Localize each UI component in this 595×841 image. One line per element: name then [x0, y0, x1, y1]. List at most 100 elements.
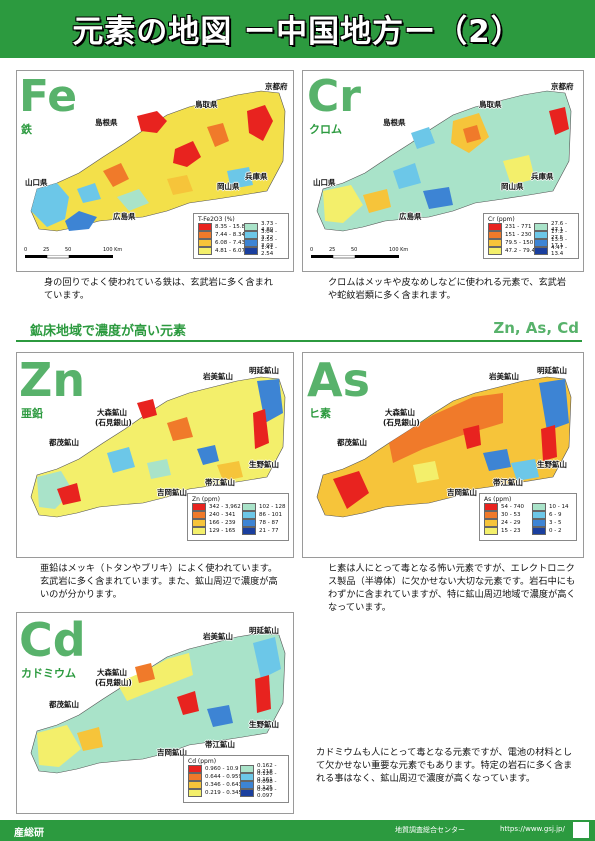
- zn-legend-swatch: [192, 526, 206, 535]
- cd-element-name: カドミウム: [21, 667, 76, 680]
- as-legend-swatch: [532, 510, 546, 519]
- cr-legend-label: 17.2 - 27.5: [551, 228, 567, 241]
- cd-legend-label: 0.098 - 0.125: [257, 778, 277, 791]
- as-legend-swatch: [484, 502, 498, 511]
- footer-bar: [0, 820, 595, 841]
- cr-scale-25: 25: [329, 247, 336, 253]
- cd-legend-title: Cd (ppm): [188, 758, 217, 765]
- zn-place-omori: 大森鉱山: [97, 408, 127, 417]
- fe-scale-bar: [25, 255, 113, 259]
- zn-legend-title: Zn (ppm): [192, 496, 220, 503]
- as-legend-label: 15 - 23: [501, 527, 521, 534]
- cr-legend-swatch: [534, 238, 548, 247]
- fe-legend-label: 4.81 - 6.07: [215, 247, 245, 254]
- cr-legend-swatch: [488, 246, 502, 255]
- as-element-name: ヒ素: [309, 407, 331, 420]
- cd-legend-swatch: [240, 772, 254, 781]
- cd-legend-swatch: [188, 780, 202, 789]
- fe-legend-label: 6.08 - 7.43: [215, 239, 245, 246]
- zn-legend-swatch: [242, 510, 256, 519]
- zn-place-akenobe: 明延鉱山: [249, 366, 279, 375]
- zn-legend-label: 102 - 128: [259, 503, 286, 510]
- cr-place-yamaguchi: 山口県: [313, 178, 336, 187]
- fe-legend-swatch: [244, 238, 258, 247]
- cr-place-tottori: 鳥取県: [479, 100, 502, 109]
- fe-map-panel: Fe 鉄 京都府 鳥取県 島根県 兵庫県 山口県 岡山県 広島県 T-Fe2O3…: [16, 70, 294, 272]
- fe-legend-swatch: [244, 222, 258, 231]
- fe-legend-label: 8.35 - 15.8: [215, 223, 245, 230]
- as-legend-swatch: [532, 502, 546, 511]
- as-legend-swatch: [532, 518, 546, 527]
- cr-legend-swatch: [534, 230, 548, 239]
- cr-place-shimane: 島根県: [383, 118, 406, 127]
- cd-place-tsumo: 都茂鉱山: [49, 700, 79, 709]
- section-elements: Zn, As, Cd: [493, 319, 579, 337]
- footer-organization: 地質調査総合センター: [395, 826, 465, 834]
- zn-legend-swatch: [242, 526, 256, 535]
- cd-legend-swatch: [240, 764, 254, 773]
- zn-legend-label: 166 - 239: [209, 519, 236, 526]
- cr-legend-swatch: [488, 222, 502, 231]
- zn-legend-swatch: [192, 518, 206, 527]
- as-symbol: As: [307, 353, 370, 407]
- fe-scale-50: 50: [65, 247, 72, 253]
- cd-place-iwami: 岩美鉱山: [203, 632, 233, 641]
- as-map-panel: As ヒ素 岩美鉱山 明延鉱山 大森鉱山 (石見銀山) 都茂鉱山 生野鉱山 帯江…: [302, 352, 584, 558]
- cr-legend-label: 79.5 - 150: [505, 239, 534, 246]
- cd-legend-label: 0.162 - 0.218: [257, 762, 277, 775]
- as-place-iwami-ginzan: (石見銀山): [383, 418, 420, 427]
- cr-map-panel: Cr クロム 京都府 鳥取県 島根県 兵庫県 山口県 岡山県 広島県 Cr (p…: [302, 70, 584, 272]
- zn-place-yoshioka: 吉岡鉱山: [157, 488, 187, 497]
- as-description: ヒ素は人にとって毒となる怖い元素ですが、エレクトロニクス製品（半導体）に欠かせな…: [328, 563, 576, 613]
- zn-place-tsumo: 都茂鉱山: [49, 438, 79, 447]
- cr-legend-label: 4.47 - 13.4: [551, 244, 567, 257]
- as-legend-label: 6 - 9: [549, 511, 562, 518]
- cr-scale-50: 50: [351, 247, 358, 253]
- zn-legend: Zn (ppm) 342 - 3,962 240 - 341 166 - 239…: [187, 493, 289, 541]
- cr-legend-swatch: [488, 238, 502, 247]
- as-place-yoshioka: 吉岡鉱山: [447, 488, 477, 497]
- footer-logo: 産総研: [14, 828, 44, 839]
- as-place-ikuno: 生野鉱山: [537, 460, 567, 469]
- header-bar: [0, 0, 595, 58]
- zn-legend-label: 342 - 3,962: [209, 503, 241, 510]
- cr-place-hyogo: 兵庫県: [531, 172, 554, 181]
- footer-url[interactable]: https://www.gsj.jp/: [500, 825, 565, 833]
- as-legend-label: 30 - 53: [501, 511, 521, 518]
- qr-code-icon: [573, 822, 589, 838]
- fe-legend-swatch: [244, 230, 258, 239]
- cr-element-name: クロム: [309, 123, 342, 136]
- as-place-akenobe: 明延鉱山: [537, 366, 567, 375]
- fe-element-name: 鉄: [21, 123, 32, 136]
- cr-description: クロムはメッキや皮なめしなどに使われる元素で、玄武岩や蛇紋岩類に多く含まれます。: [328, 277, 567, 301]
- cd-place-iwami-ginzan: (石見銀山): [95, 678, 132, 687]
- as-legend-swatch: [484, 518, 498, 527]
- fe-description: 身の回りでよく使われている鉄は、玄武岩に多く含まれています。: [44, 277, 273, 301]
- cr-scale-0: 0: [310, 247, 314, 253]
- fe-place-shimane: 島根県: [95, 118, 118, 127]
- as-legend-label: 24 - 29: [501, 519, 521, 526]
- fe-legend-label: 7.44 - 8.34: [215, 231, 245, 238]
- zn-legend-swatch: [242, 518, 256, 527]
- as-legend-title: As (ppm): [484, 496, 512, 503]
- cr-legend-label: 27.6 - 47.1: [551, 220, 567, 233]
- page-title: 元素の地図 ー中国地方ー（2）: [72, 14, 523, 50]
- cr-legend: Cr (ppm) 231 - 771 151 - 230 79.5 - 150 …: [483, 213, 579, 259]
- as-legend-label: 54 - 740: [501, 503, 524, 510]
- cd-map: [30, 632, 286, 774]
- fe-legend-title: T-Fe2O3 (%): [198, 216, 235, 223]
- section-heading: 鉱床地域で濃度が高い元素: [30, 324, 187, 339]
- fe-legend-swatch: [244, 246, 258, 255]
- fe-place-kyoto: 京都府: [265, 82, 288, 91]
- fe-map: [30, 90, 286, 232]
- as-place-omori: 大森鉱山: [385, 408, 415, 417]
- cr-legend-swatch: [534, 222, 548, 231]
- fe-legend-swatch: [198, 246, 212, 255]
- zn-legend-swatch: [242, 502, 256, 511]
- as-legend-swatch: [532, 526, 546, 535]
- zn-legend-swatch: [192, 502, 206, 511]
- cd-symbol: Cd: [19, 613, 86, 667]
- fe-legend-label: 3.04 - 3.72: [261, 228, 277, 241]
- zn-legend-label: 129 - 165: [209, 527, 236, 534]
- cr-legend-swatch: [488, 230, 502, 239]
